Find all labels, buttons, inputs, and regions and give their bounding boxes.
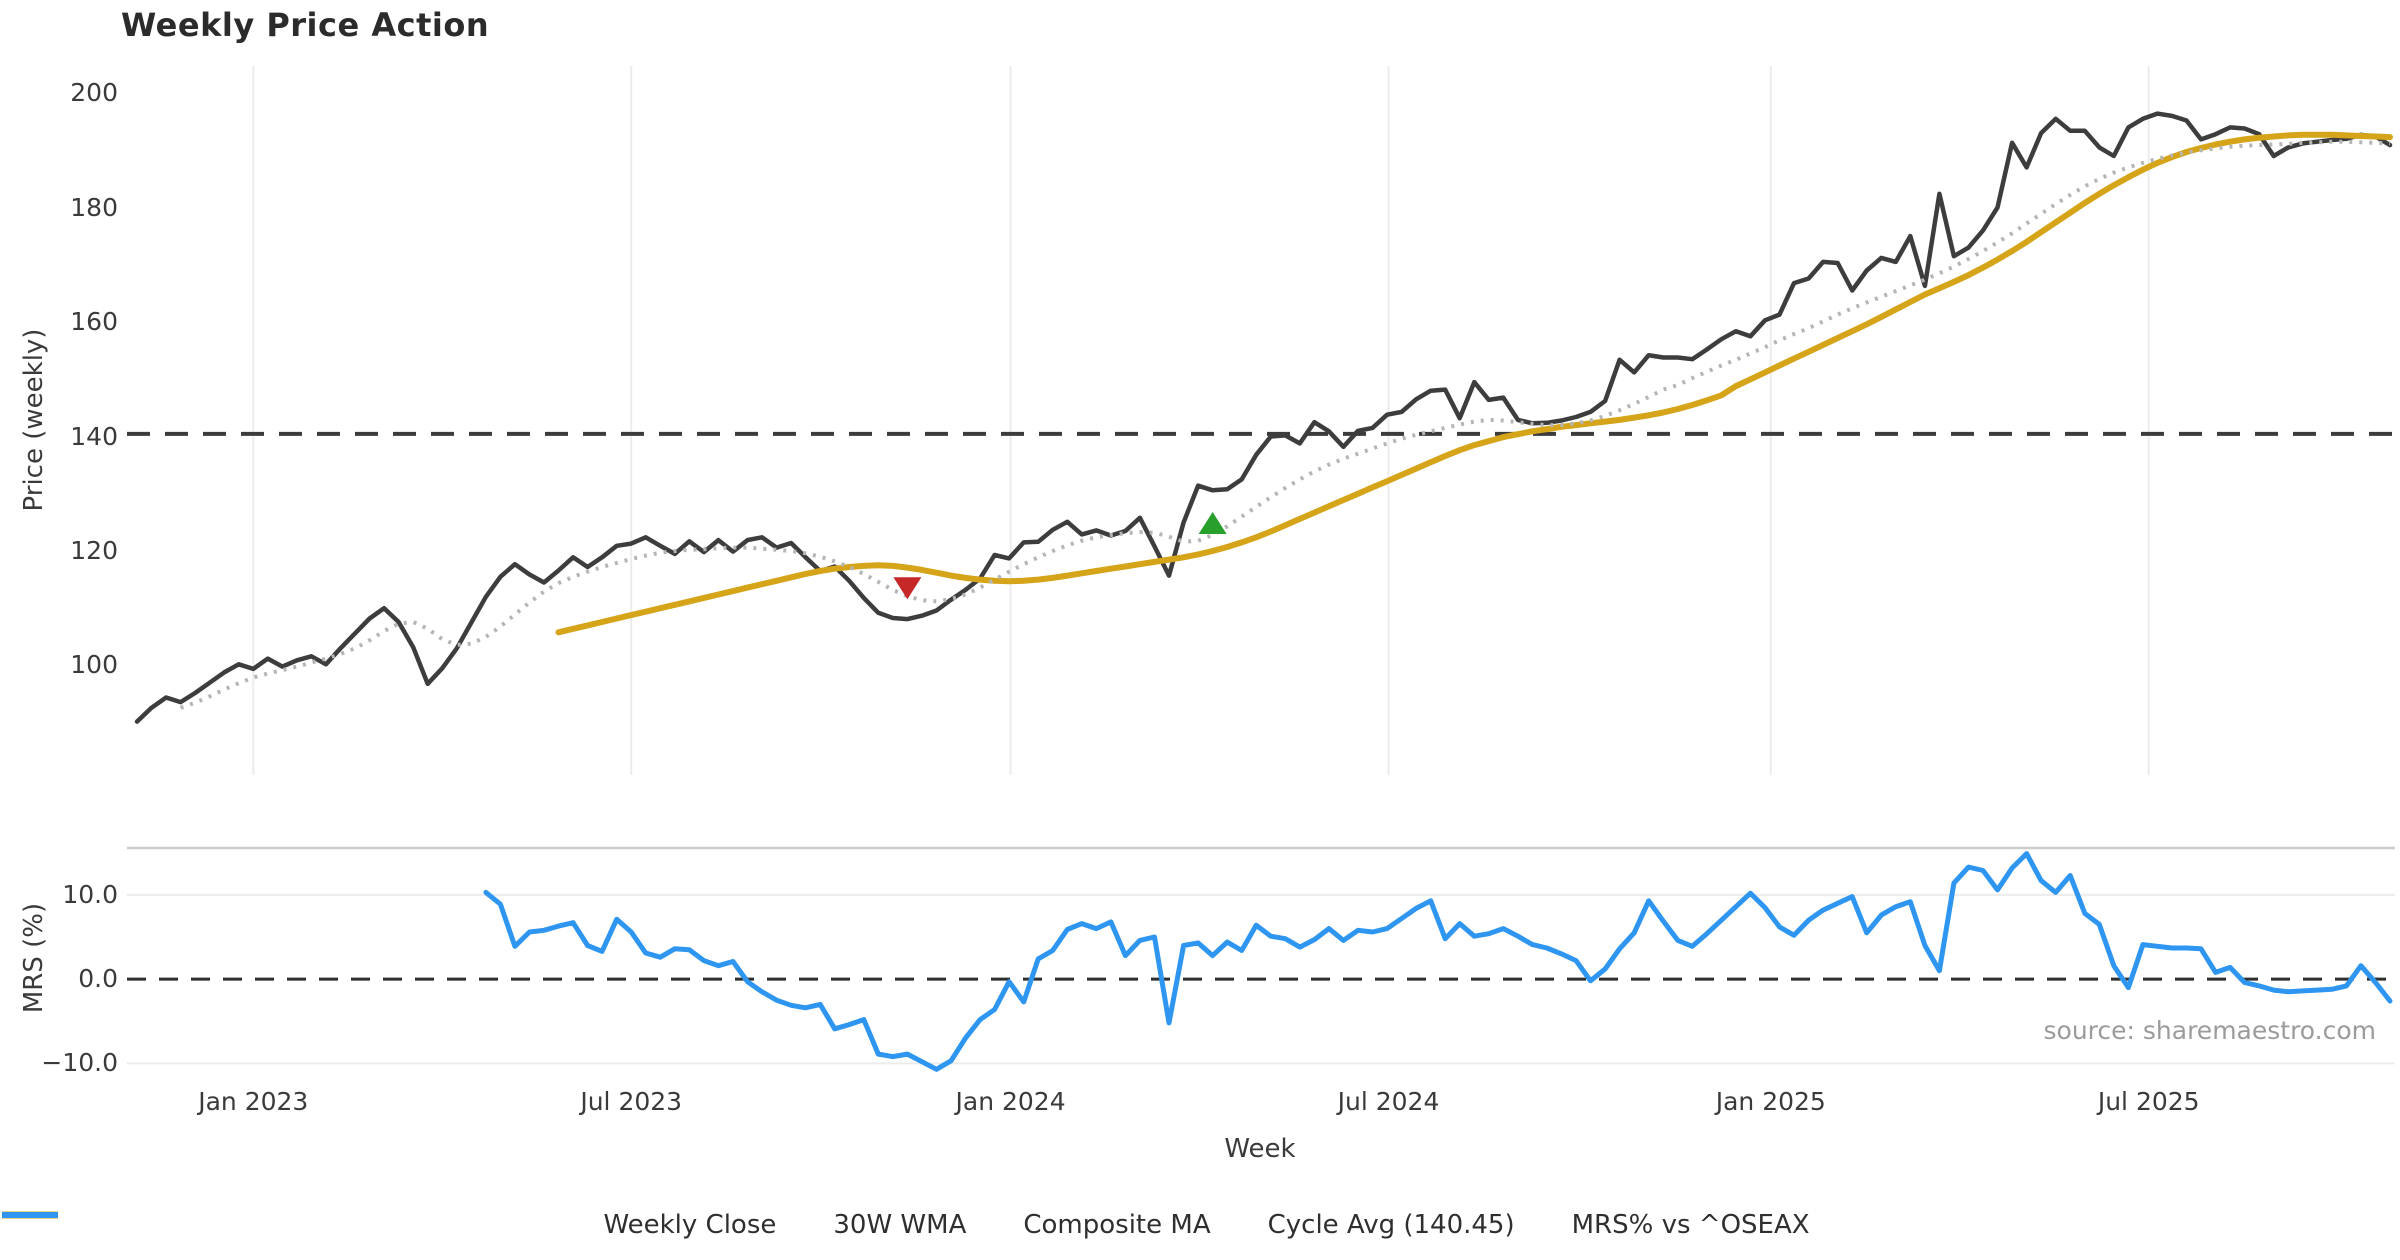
source-attribution: source: sharemaestro.com <box>2043 1016 2377 1045</box>
price-tick-label: 100 <box>70 650 118 680</box>
price-tick-label: 120 <box>70 535 118 565</box>
series-mrs-vs-oseax <box>483 851 2393 1072</box>
sell-signal-marker-icon <box>893 577 922 600</box>
x-tick-label: Jan 2025 <box>1715 1087 1826 1116</box>
legend: Weekly Close 30W WMA Composite MA Cycle … <box>0 1210 2400 1240</box>
buy-signal-marker-icon <box>1198 511 1227 534</box>
price-tick-label: 140 <box>70 421 118 451</box>
legend-label: Cycle Avg (140.45) <box>1267 1210 1515 1240</box>
series-30w-wma <box>555 131 2393 636</box>
x-tick-label: Jan 2023 <box>198 1087 309 1116</box>
x-tick-label: Jul 2023 <box>580 1087 683 1116</box>
legend-item-wma: 30W WMA <box>2 1210 967 1240</box>
x-tick-label: Jul 2024 <box>1337 1087 1440 1116</box>
mrs-tick-label: −10.0 <box>41 1048 118 1078</box>
mrs-axis-label: MRS (%) <box>19 902 49 1014</box>
series-weekly-close <box>134 111 2393 724</box>
legend-item-mrs: MRS% vs ^OSEAX <box>2 1210 1810 1240</box>
mrs-tick-label: 0.0 <box>78 964 118 994</box>
x-tick-label: Jul 2025 <box>2097 1087 2200 1116</box>
price-tick-label: 160 <box>70 307 118 336</box>
legend-label: Composite MA <box>1023 1210 1211 1240</box>
x-tick-label: Jan 2024 <box>955 1087 1066 1116</box>
x-axis-label: Week <box>1224 1134 1296 1164</box>
price-tick-label: 200 <box>70 78 118 108</box>
series-composite-ma <box>179 139 2391 710</box>
legend-item-weekly-close: Weekly Close <box>2 1210 777 1240</box>
chart-title: Weekly Price Action <box>121 6 490 44</box>
legend-label: Weekly Close <box>603 1210 777 1240</box>
legend-item-composite-ma: Composite MA <box>2 1210 1211 1240</box>
legend-label: MRS% vs ^OSEAX <box>1571 1210 1810 1240</box>
legend-label: 30W WMA <box>833 1210 967 1240</box>
legend-item-cycle-avg: Cycle Avg (140.45) <box>2 1210 1515 1240</box>
price-tick-label: 180 <box>70 192 118 222</box>
mrs-tick-label: 10.0 <box>62 879 118 909</box>
